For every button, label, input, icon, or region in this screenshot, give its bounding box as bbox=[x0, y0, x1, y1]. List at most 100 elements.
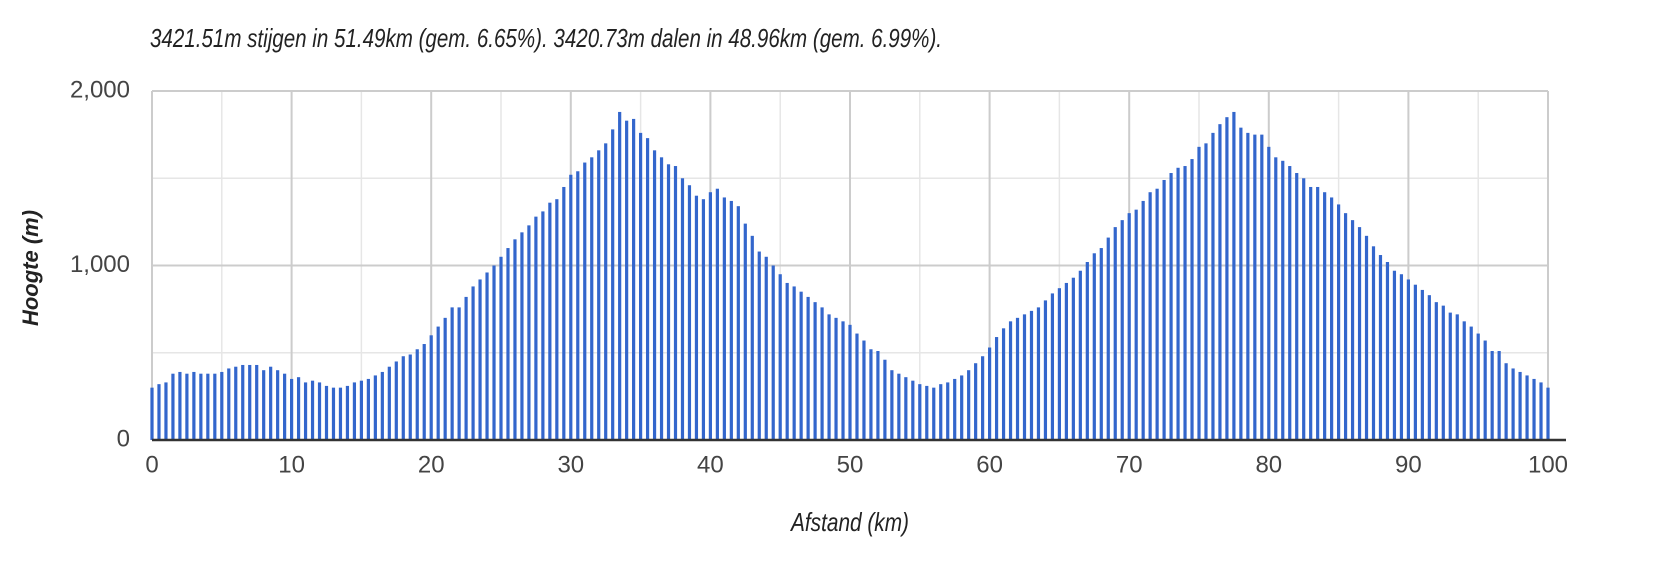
bar bbox=[213, 373, 217, 440]
bar bbox=[1022, 314, 1027, 440]
bar bbox=[659, 157, 664, 440]
bar bbox=[520, 232, 524, 440]
bar bbox=[834, 317, 838, 440]
bar bbox=[1469, 326, 1473, 440]
bar bbox=[1525, 375, 1529, 440]
bar bbox=[150, 387, 154, 440]
bar bbox=[192, 371, 196, 440]
bar bbox=[422, 344, 426, 440]
bar bbox=[897, 373, 901, 440]
bar bbox=[1274, 157, 1278, 440]
bar bbox=[1385, 262, 1390, 440]
bar bbox=[862, 340, 866, 440]
bar bbox=[1483, 340, 1487, 440]
bar bbox=[1239, 127, 1243, 441]
bar bbox=[890, 370, 894, 440]
bar bbox=[513, 239, 517, 440]
bar bbox=[157, 384, 161, 440]
bar bbox=[1371, 246, 1376, 440]
bar bbox=[1302, 178, 1306, 440]
bar bbox=[324, 385, 329, 440]
bar bbox=[1511, 368, 1515, 440]
bar bbox=[1050, 293, 1055, 440]
bar bbox=[981, 356, 985, 440]
bar bbox=[1378, 255, 1383, 440]
bar bbox=[199, 373, 203, 440]
bar bbox=[855, 333, 859, 440]
bar bbox=[1036, 307, 1041, 440]
bar bbox=[597, 150, 601, 440]
bar bbox=[478, 279, 482, 440]
bar bbox=[1427, 295, 1431, 440]
bar bbox=[1113, 227, 1117, 440]
bar bbox=[290, 378, 294, 440]
bar bbox=[1539, 382, 1543, 440]
bar bbox=[820, 307, 824, 440]
y-axis-label: Hoogte (m) bbox=[18, 210, 43, 326]
bar bbox=[827, 314, 831, 440]
bar bbox=[443, 317, 447, 440]
bar bbox=[771, 265, 775, 440]
bar bbox=[1211, 132, 1215, 440]
bar bbox=[673, 166, 678, 440]
bar bbox=[1316, 186, 1320, 440]
bar bbox=[1008, 321, 1013, 440]
bar bbox=[1127, 213, 1131, 440]
bar bbox=[1357, 227, 1362, 440]
x-tick-label: 40 bbox=[697, 451, 724, 478]
x-tick-label: 20 bbox=[418, 451, 445, 478]
bar bbox=[1399, 274, 1404, 440]
x-tick-label: 100 bbox=[1528, 451, 1568, 478]
bar bbox=[639, 132, 643, 440]
bar bbox=[576, 171, 580, 440]
bar bbox=[1162, 179, 1166, 440]
bar bbox=[283, 373, 287, 440]
bar bbox=[164, 382, 168, 440]
x-tick-label: 60 bbox=[976, 451, 1003, 478]
bar bbox=[736, 206, 740, 440]
y-tick-label: 0 bbox=[117, 425, 130, 452]
bar bbox=[1441, 305, 1445, 440]
bar bbox=[1455, 314, 1459, 440]
bar bbox=[1532, 378, 1536, 440]
bar bbox=[1120, 220, 1124, 440]
bar bbox=[757, 251, 761, 440]
bar bbox=[555, 199, 559, 440]
bar bbox=[939, 384, 943, 440]
bar bbox=[583, 162, 587, 441]
bar bbox=[701, 199, 706, 440]
bar bbox=[666, 164, 671, 441]
bar bbox=[548, 202, 552, 440]
bar bbox=[296, 377, 301, 440]
bar bbox=[506, 248, 510, 440]
bar bbox=[1330, 197, 1334, 440]
bar bbox=[401, 356, 405, 440]
bar bbox=[464, 296, 468, 440]
bar bbox=[471, 286, 475, 440]
bar bbox=[1001, 328, 1006, 440]
bar bbox=[345, 385, 350, 440]
bar bbox=[541, 211, 545, 440]
bar bbox=[1148, 192, 1152, 440]
bar bbox=[1337, 204, 1341, 440]
bar bbox=[1225, 117, 1229, 441]
bar bbox=[394, 361, 398, 440]
bar bbox=[366, 378, 370, 440]
bar bbox=[904, 377, 908, 440]
bar bbox=[1420, 289, 1424, 440]
bar bbox=[848, 324, 852, 440]
bar bbox=[1406, 279, 1410, 440]
bar bbox=[974, 363, 978, 440]
bar bbox=[429, 335, 433, 440]
bar bbox=[799, 291, 803, 440]
bar bbox=[876, 351, 880, 440]
bar bbox=[338, 387, 343, 440]
bar bbox=[1043, 300, 1048, 440]
bar bbox=[792, 286, 796, 440]
bar bbox=[1546, 387, 1550, 440]
bar bbox=[1204, 143, 1208, 440]
chart-title: 3421.51m stijgen in 51.49km (gem. 6.65%)… bbox=[150, 23, 942, 53]
bar bbox=[220, 371, 224, 440]
bar bbox=[1476, 333, 1480, 440]
bar bbox=[988, 347, 992, 440]
